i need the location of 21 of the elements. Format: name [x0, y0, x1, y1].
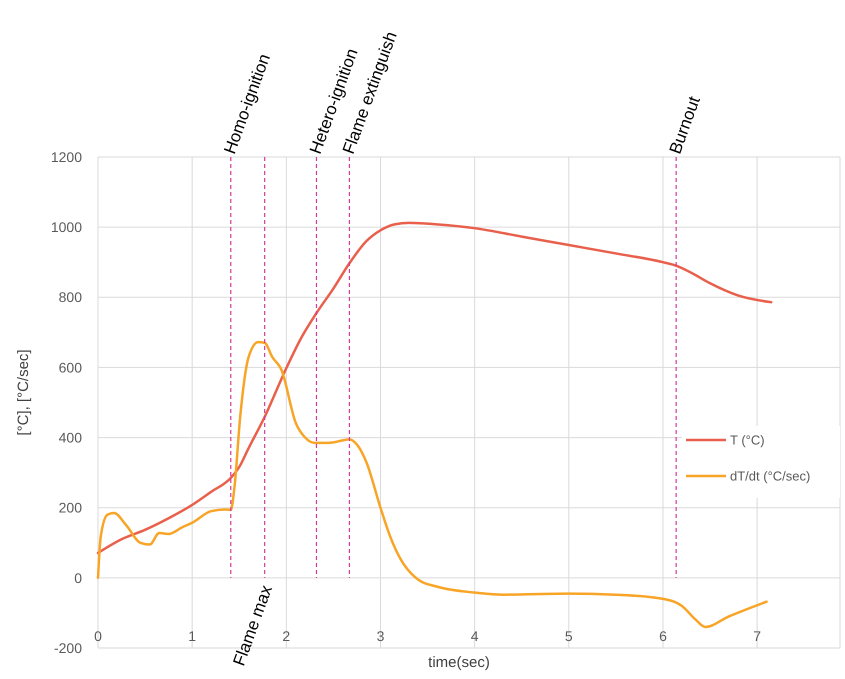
- y-axis-title: [°C], [°C/sec]: [15, 349, 32, 436]
- legend-label: dT/dt (°C/sec): [730, 468, 810, 484]
- x-tick-label: 2: [282, 628, 290, 644]
- y-tick-label: 1000: [50, 219, 82, 236]
- y-tick-label: 200: [58, 500, 82, 516]
- y-tick-label: 400: [58, 429, 82, 446]
- ref-line-label: Flame max: [229, 582, 276, 668]
- x-tick-label: 1: [188, 628, 196, 644]
- y-tick-label: 0: [74, 570, 82, 586]
- x-tick-label: 3: [376, 628, 385, 644]
- x-tick-label: 7: [753, 628, 762, 644]
- x-tick-label: 4: [470, 628, 479, 644]
- x-tick-label: 0: [94, 628, 102, 644]
- y-tick-label: 600: [58, 359, 82, 376]
- legend-label: T (°C): [730, 432, 765, 448]
- x-tick-label: 6: [659, 628, 668, 644]
- y-tick-label: 1200: [50, 148, 82, 165]
- x-tick-label: 5: [564, 628, 573, 644]
- y-tick-label: -200: [54, 640, 82, 656]
- y-tick-label: 800: [58, 289, 82, 306]
- x-axis-title: time(sec): [428, 654, 490, 671]
